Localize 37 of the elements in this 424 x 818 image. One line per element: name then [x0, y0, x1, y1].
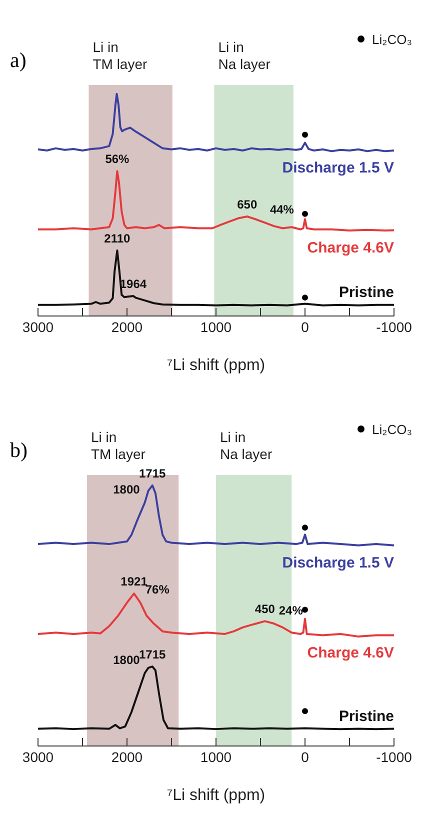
x-tick-label: 0	[301, 748, 310, 765]
x-tick-label: 1000	[200, 318, 232, 335]
x-tick-label: 1000	[200, 748, 232, 765]
series-label: Charge 4.6V	[307, 239, 394, 256]
x-axis-title: ⁷Li shift (ppm)	[166, 357, 266, 374]
x-tick-label: 3000	[22, 748, 54, 765]
series-label: Discharge 1.5 V	[282, 160, 394, 177]
x-axis-title: ⁷Li shift (ppm)	[166, 787, 266, 804]
annotation: 44%	[270, 202, 294, 217]
annotation: 1921	[120, 574, 148, 589]
x-tick-label: 3000	[22, 318, 54, 335]
x-tick-label: -1000	[376, 748, 412, 765]
annotation: 1715	[139, 466, 166, 480]
chart-title: a)	[10, 48, 26, 73]
annotation: 650	[237, 197, 258, 212]
annotation: 1715	[139, 648, 166, 662]
series-label: Discharge 1.5 V	[282, 554, 394, 572]
series-label: Pristine	[338, 708, 394, 725]
annotation: 56%	[105, 152, 130, 166]
x-tick-label: 0	[301, 318, 310, 335]
x-tick-label: -1000	[376, 318, 412, 335]
x-tick-label: 2000	[111, 318, 143, 335]
band-label: Li in Na layer	[218, 39, 272, 73]
series-label: Pristine	[338, 284, 394, 301]
band-label: Li in Na layer	[220, 429, 274, 463]
chart-title: b)	[10, 438, 28, 463]
band-label: Li in TM layer	[92, 39, 148, 73]
band-label: Li in TM layer	[90, 429, 146, 463]
legend-label: Li₂CO₃	[372, 422, 412, 437]
annotation: 450	[254, 602, 276, 616]
annotation: 24%	[278, 604, 304, 618]
annotation: 1800	[113, 482, 140, 497]
annotation: 1800	[113, 653, 140, 668]
annotation: 2110	[104, 231, 131, 246]
legend-label: Li₂CO₃	[372, 32, 412, 47]
series-label: Charge 4.6V	[307, 644, 394, 662]
x-tick-label: 2000	[111, 748, 143, 765]
